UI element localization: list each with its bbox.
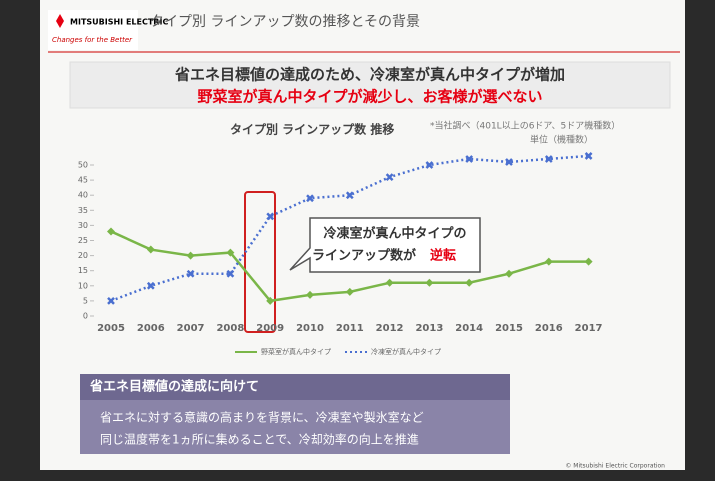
point — [266, 296, 275, 305]
y-tick-label: 10 — [78, 281, 88, 290]
unit: 単位（機種数） — [530, 134, 593, 146]
callout: ラインアップ数が — [312, 248, 416, 264]
x-tick-label: 2006 — [137, 323, 165, 334]
y-tick-label: 45 — [78, 176, 88, 185]
y-tick-label: 40 — [78, 191, 88, 200]
point — [385, 278, 394, 287]
y-tick-label: 5 — [83, 296, 88, 305]
page-title: タイプ別 ラインアップ数の推移とその背景 — [150, 14, 420, 30]
x-tick-label: 2010 — [296, 323, 324, 334]
point — [306, 194, 314, 203]
y-tick-label: 30 — [78, 221, 88, 230]
point — [465, 278, 474, 287]
headline: 省エネ目標値の達成のため、冷凍室が真ん中タイプが増加 — [174, 66, 565, 84]
y-tick-label: 50 — [78, 161, 88, 170]
point — [544, 257, 553, 266]
x-tick-label: 2005 — [97, 323, 125, 334]
x-tick-label: 2009 — [256, 323, 284, 334]
callout-box — [289, 217, 481, 273]
x-tick-label: 2008 — [216, 323, 244, 334]
x-tick-label: 2015 — [495, 323, 523, 334]
x-tick-label: 2016 — [535, 323, 563, 334]
point — [306, 290, 314, 299]
callout-emphasis: 逆転 — [430, 248, 456, 264]
point — [226, 248, 235, 257]
box-title: 省エネ目標値の達成に向けて — [89, 379, 259, 395]
point — [465, 155, 474, 163]
x-tick-label: 2012 — [376, 323, 404, 334]
y-tick-label: 35 — [78, 206, 88, 215]
y-tick-label: 20 — [78, 251, 88, 260]
point — [425, 161, 434, 169]
note: *当社調べ（401L以上の6ドア、5ドア機種数） — [430, 120, 620, 132]
chart-title: タイプ別 ラインアップ数 推移 — [230, 122, 394, 137]
y-tick-label: 15 — [78, 266, 88, 275]
legend-label: 冷凍室が真ん中タイプ — [371, 347, 441, 356]
brand: MITSUBISHI ELECTRIC — [70, 18, 168, 27]
x-tick-label: 2013 — [415, 323, 443, 334]
box-text: 同じ温度帯を1ヵ所に集めることで、冷却効率の向上を推進 — [100, 432, 419, 447]
info-box-head — [80, 374, 510, 400]
x-tick-label: 2007 — [177, 323, 205, 334]
point — [146, 281, 155, 290]
point — [146, 245, 155, 254]
point — [266, 212, 275, 221]
highlight-2009 — [244, 191, 276, 333]
x-tick-label: 2017 — [575, 323, 603, 334]
copyright: © Mitsubishi Electric Corporation — [565, 463, 665, 470]
point — [385, 173, 394, 181]
point — [425, 278, 434, 287]
point — [544, 155, 553, 163]
point — [345, 191, 354, 200]
y-tick-label: 25 — [78, 236, 88, 245]
plot: 0 5 10 15 20 25 30 35 40 45 50 2005 2006 2007 2008 2009… — [78, 152, 603, 356]
point — [107, 297, 115, 305]
point — [584, 152, 593, 160]
point — [186, 269, 195, 278]
logo-box — [48, 10, 138, 50]
point — [505, 269, 513, 278]
x-tick-label: 2011 — [336, 323, 364, 334]
callout: 冷凍室が真ん中タイプの — [323, 226, 466, 242]
point — [345, 287, 354, 296]
y-tick-label: 0 — [83, 312, 88, 321]
headline-box — [69, 61, 671, 109]
point — [186, 251, 195, 260]
headline: 野菜室が真ん中タイプが減少し、お客様が選べない — [197, 88, 542, 106]
logo-mark — [56, 14, 64, 28]
point — [226, 269, 235, 278]
legend-label: 野菜室が真ん中タイプ — [261, 347, 331, 356]
tagline: Changes for the Better — [52, 36, 133, 44]
point — [505, 158, 513, 166]
point — [584, 257, 593, 266]
x-tick-label: 2014 — [455, 323, 483, 334]
box-text: 省エネに対する意識の高まりを背景に、冷凍室や製氷室など — [100, 410, 424, 425]
point — [107, 227, 115, 236]
